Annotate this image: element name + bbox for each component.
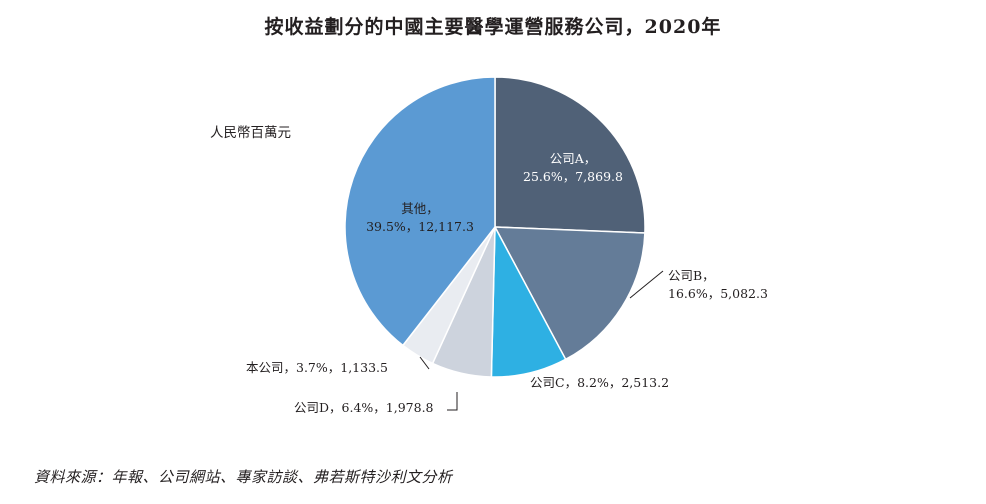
source-note: 資料來源：年報、公司網站、專家訪談、弗若斯特沙利文分析: [34, 468, 453, 486]
slice-label-2: 公司C，8.2%，2,513.2: [530, 375, 669, 390]
leader-line-4: [419, 356, 430, 370]
slice-label-3: 公司D，6.4%，1,978.8: [294, 400, 434, 415]
leader-line-1: [629, 270, 664, 299]
pie-slice-1: [493, 226, 646, 361]
slice-label-0-name: 公司A，: [550, 151, 597, 166]
slice-label-4: 本公司，3.7%，1,133.5: [246, 360, 388, 375]
slice-label-1-name: 公司B，: [668, 268, 715, 283]
slice-label-5-value: 39.5%，12,117.3: [366, 219, 474, 234]
leader-line-3: [447, 392, 458, 411]
pie-slice-0: [494, 76, 646, 234]
pie-slice-5: [344, 76, 496, 347]
slice-label-0-value: 25.6%，7,869.8: [523, 169, 623, 184]
unit-label: 人民幣百萬元: [210, 125, 291, 141]
slice-label-1-value: 16.6%，5,082.3: [668, 286, 768, 301]
chart-title: 按收益劃分的中國主要醫學運營服務公司，2020年: [264, 16, 722, 38]
slice-label-5-name: 其他，: [401, 201, 439, 216]
